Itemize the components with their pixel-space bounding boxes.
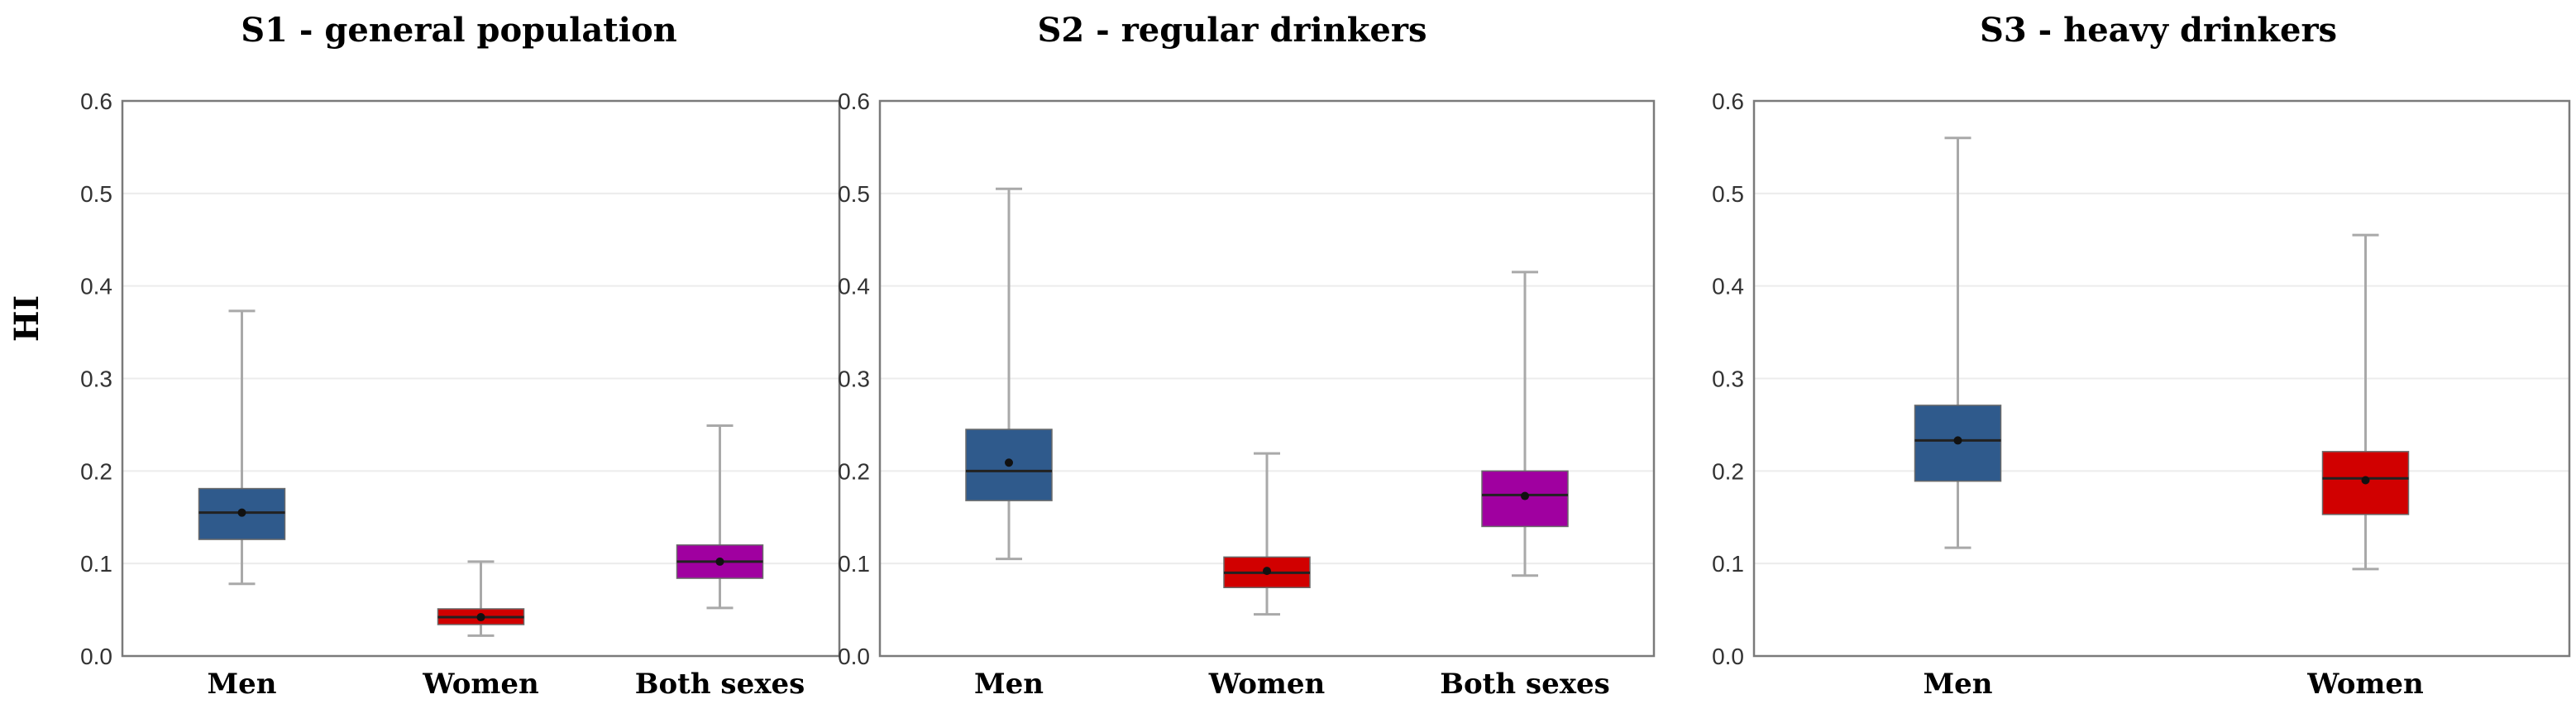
y-tick-label: 0.0: [80, 644, 112, 669]
y-tick-label: 0.1: [80, 551, 112, 577]
y-axis-label: HI: [7, 295, 46, 342]
panel-title: S1 - general population: [241, 11, 676, 50]
y-tick-label: 0.3: [1712, 366, 1744, 392]
y-tick-label: 0.4: [838, 274, 870, 299]
box-both-sexes: [1481, 271, 1569, 577]
y-tick-label: 0.6: [1712, 89, 1744, 114]
y-tick-label: 0.0: [1712, 644, 1744, 669]
y-tick-label: 0.4: [80, 274, 112, 299]
y-tick-label: 0.2: [1712, 458, 1744, 484]
mean-marker: [237, 508, 246, 517]
mean-marker: [1521, 491, 1529, 500]
y-tick-label: 0.2: [80, 458, 112, 484]
mean-marker: [1953, 436, 1962, 445]
category-label: Both sexes: [1440, 668, 1610, 701]
y-tick-label: 0.3: [80, 366, 112, 392]
box-both-sexes: [676, 424, 764, 610]
box-women: [1223, 452, 1311, 616]
y-tick-label: 0.1: [838, 551, 870, 577]
y-tick-label: 0.6: [80, 89, 112, 114]
category-label: Women: [422, 668, 538, 701]
panel-title: S3 - heavy drinkers: [1980, 11, 2337, 50]
mean-marker: [2361, 476, 2370, 485]
mean-marker: [715, 557, 724, 566]
y-tick-label: 0.0: [838, 644, 870, 669]
panel-s1: S1 - general population 0.0 0.1 0.2 0.3 0.4 0.…: [80, 11, 841, 701]
panel-s2: S2 - regular drinkers 0.0 0.1 0.2 0.3 0.4 0.5 0…: [838, 11, 1656, 701]
category-label: Women: [1208, 668, 1325, 701]
y-tick-label: 0.5: [1712, 181, 1744, 207]
category-label: Women: [2306, 668, 2423, 701]
plot-frame: [121, 99, 841, 658]
y-tick-label: 0.4: [1712, 274, 1744, 299]
category-label: Men: [208, 668, 277, 701]
y-tick-label: 0.3: [838, 366, 870, 392]
box-women: [2321, 233, 2410, 571]
category-label: Both sexes: [635, 668, 805, 701]
box-men: [198, 309, 286, 586]
panel-title: S2 - regular drinkers: [1038, 11, 1427, 50]
mean-marker: [1263, 567, 1271, 576]
y-tick-label: 0.5: [838, 181, 870, 207]
mean-marker: [1005, 458, 1013, 467]
y-tick-label: 0.1: [1712, 551, 1744, 577]
category-label: Men: [974, 668, 1044, 701]
plot-frame: [1752, 99, 2571, 658]
plot-frame: [878, 99, 1656, 658]
box-women: [437, 560, 525, 637]
box-men: [965, 187, 1053, 561]
y-tick-label: 0.5: [80, 181, 112, 207]
mean-marker: [476, 613, 485, 622]
y-tick-label: 0.2: [838, 458, 870, 484]
panel-s3: S3 - heavy drinkers 0.0 0.1 0.2 0.3 0.4 0.5 0.6…: [1712, 11, 2571, 701]
category-label: Men: [1924, 668, 1993, 701]
box-men: [1914, 136, 2002, 549]
y-tick-label: 0.6: [838, 89, 870, 114]
